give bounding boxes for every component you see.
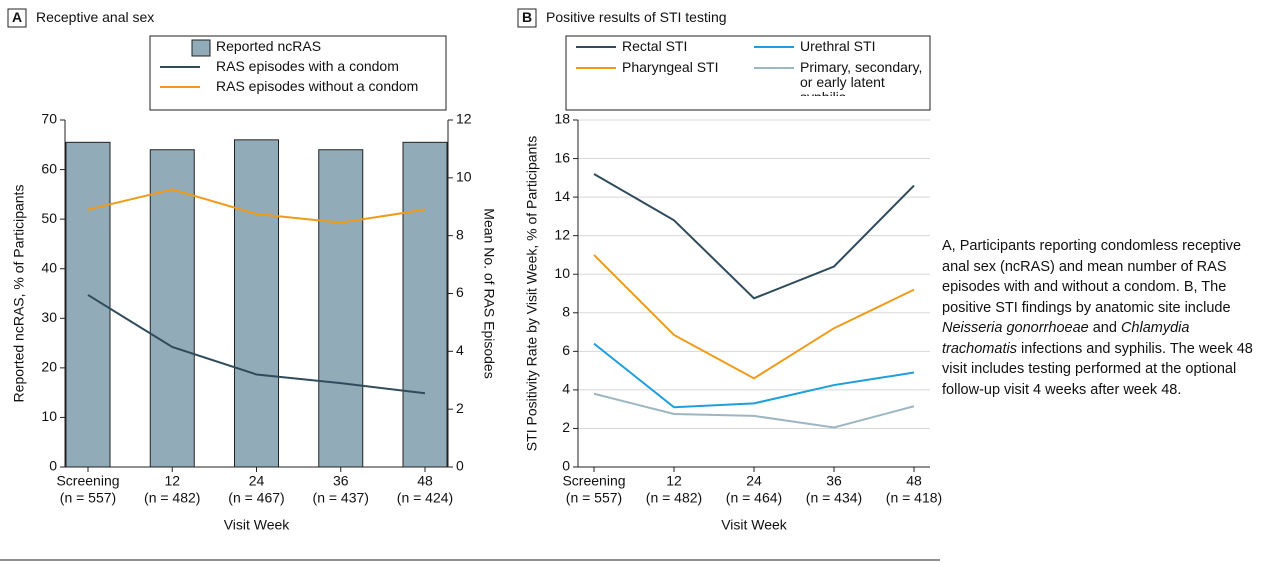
- y-tick-label: 18: [554, 111, 570, 127]
- y-tick-label: 6: [562, 342, 570, 358]
- legend-label: Urethral STI: [800, 39, 876, 54]
- y2-tick-label: 4: [456, 342, 464, 358]
- x-tick-label: 12: [666, 473, 682, 489]
- x-tick-note: (n = 482): [144, 490, 200, 506]
- legend-label: Pharyngeal STI: [622, 60, 719, 75]
- caption-text: A, Participants reporting condomless rec…: [942, 238, 1242, 316]
- legend-entry: RAS episodes without a condom: [216, 79, 419, 94]
- y-tick-label: 2: [562, 419, 570, 435]
- legend-label: RAS episodes without a condom: [216, 79, 419, 94]
- y-tick-label: 10: [41, 408, 57, 424]
- y-tick-label: 4: [562, 381, 570, 397]
- legend-label: RAS episodes with a condom: [216, 59, 399, 74]
- legend-entry: Rectal STI: [622, 39, 688, 54]
- series-line: [87, 294, 426, 395]
- y-tick-label: 20: [41, 359, 57, 375]
- x-tick-note: (n = 467): [228, 490, 284, 506]
- series-line: [593, 173, 915, 300]
- y-tick-label: 60: [41, 160, 57, 176]
- y2-tick-label: 6: [456, 284, 464, 300]
- legend-label: Reported ncRAS: [216, 39, 322, 54]
- y-tick-label: 40: [41, 259, 57, 275]
- x-tick-note: (n = 437): [313, 490, 369, 506]
- x-tick-note: (n = 418): [886, 490, 942, 506]
- x-tick-label: 36: [333, 473, 349, 489]
- y-axis-label: Reported ncRAS, % of Participants: [11, 185, 27, 403]
- x-tick-note: (n = 557): [60, 490, 116, 506]
- series-line: [593, 254, 915, 380]
- y-tick-label: 30: [41, 309, 57, 325]
- x-tick-label: 36: [826, 473, 842, 489]
- y-tick-label: 0: [562, 458, 570, 474]
- x-tick-label: 48: [417, 473, 433, 489]
- legend-box: [565, 35, 931, 111]
- caption-text: and: [1088, 320, 1121, 336]
- series-line: [87, 188, 426, 224]
- y2-axis-label: Mean No. of RAS Episodes: [481, 208, 497, 378]
- bar: [402, 141, 448, 468]
- x-tick-note: (n = 557): [566, 490, 622, 506]
- legend-label: Rectal STI: [622, 39, 688, 54]
- bar: [318, 149, 364, 468]
- caption-text: infections and syphilis. The week 48 vis…: [942, 340, 1253, 398]
- x-tick-label: Screening: [562, 473, 625, 489]
- panel-title: Positive results of STI testing: [546, 9, 727, 25]
- series-line: [593, 392, 915, 429]
- x-axis-label: Visit Week: [224, 517, 291, 533]
- caption-text: Chlamydia trachomatis: [942, 320, 1190, 357]
- x-axis-label: Visit Week: [721, 517, 788, 533]
- legend-entry: Reported ncRAS: [216, 39, 322, 54]
- legend-entry: Primary, secondary, or early latent syph…: [800, 60, 923, 96]
- y-tick-label: 14: [554, 188, 570, 204]
- y-axis-label: STI Positivity Rate by Visit Week, % of …: [524, 136, 540, 451]
- x-tick-label: 12: [164, 473, 180, 489]
- y-tick-label: 12: [554, 226, 570, 242]
- x-tick-label: 24: [746, 473, 762, 489]
- panel-label: A: [12, 9, 22, 25]
- panel-label: B: [522, 9, 532, 25]
- legend-entry: RAS episodes with a condom: [216, 59, 399, 74]
- y2-tick-label: 10: [456, 169, 472, 185]
- y2-tick-label: 2: [456, 400, 464, 416]
- series-line: [593, 342, 915, 409]
- x-tick-label: 24: [249, 473, 265, 489]
- caption-text: Neisseria gonorrhoeae: [942, 320, 1089, 336]
- bar: [149, 149, 195, 468]
- x-tick-note: (n = 424): [397, 490, 453, 506]
- x-tick-label: 48: [906, 473, 922, 489]
- bar: [234, 139, 279, 468]
- x-tick-note: (n = 434): [806, 490, 862, 506]
- y2-tick-label: 8: [456, 226, 464, 242]
- x-tick-note: (n = 464): [726, 490, 782, 506]
- legend-entry: Urethral STI: [800, 39, 876, 54]
- panel-label-box: [517, 8, 537, 28]
- y2-tick-label: 12: [456, 111, 472, 127]
- panel-label-box: [7, 8, 27, 28]
- x-tick-label: Screening: [56, 473, 119, 489]
- y-tick-label: 70: [41, 111, 57, 127]
- y-tick-label: 10: [554, 265, 570, 281]
- legend-label: Primary, secondary, or early latent syph…: [800, 60, 923, 96]
- y-tick-label: 8: [562, 303, 570, 319]
- legend-entry: Pharyngeal STI: [622, 60, 719, 75]
- y2-tick-label: 0: [456, 458, 464, 474]
- y-tick-label: 50: [41, 210, 57, 226]
- y-tick-label: 16: [554, 149, 570, 165]
- y-tick-label: 0: [49, 458, 57, 474]
- panel-title: Receptive anal sex: [36, 9, 154, 25]
- x-tick-note: (n = 482): [646, 490, 702, 506]
- caption: A, Participants reporting condomless rec…: [942, 236, 1257, 400]
- legend-swatch: [191, 39, 211, 57]
